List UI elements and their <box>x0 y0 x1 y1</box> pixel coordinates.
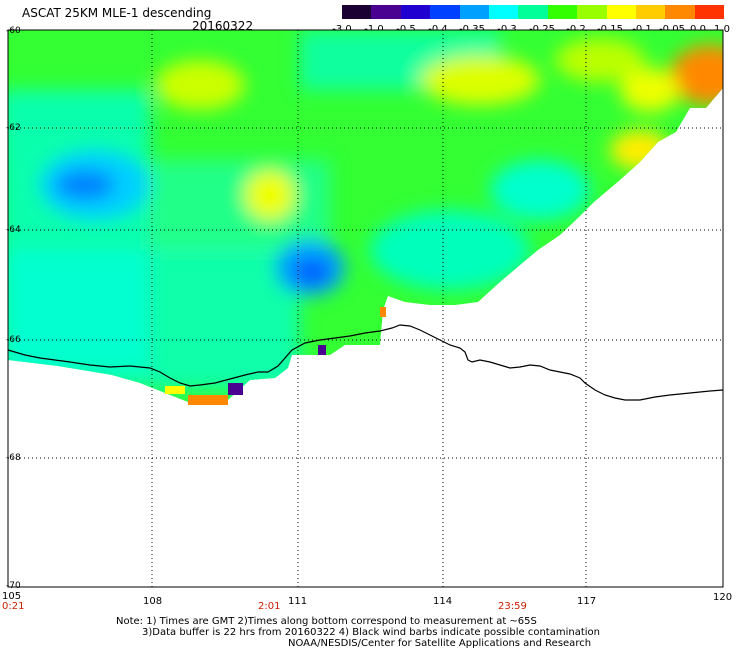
colorbar-swatch <box>606 5 636 19</box>
colorbar-swatch <box>342 5 372 19</box>
colorbar-swatch <box>518 5 548 19</box>
time-label: 2:01 <box>258 601 281 612</box>
y-tick-label: -64 <box>6 225 21 235</box>
high-value-pixel <box>380 307 386 317</box>
colorbar-swatch <box>400 5 431 19</box>
x-tick-label: 117 <box>577 596 597 607</box>
footnote-line-2: 3)Data buffer is 22 hrs from 20160322 4)… <box>142 627 600 638</box>
x-tick-label: 105 <box>2 591 22 602</box>
colorbar-swatch <box>459 5 489 19</box>
coastline <box>7 324 724 401</box>
colorbar-swatch <box>547 5 578 19</box>
colorbar-swatch <box>371 5 401 19</box>
time-label: 0:21 <box>2 601 25 612</box>
map-frame <box>7 29 724 588</box>
mid-value-pixel <box>165 386 185 394</box>
x-tick-label: 111 <box>288 596 308 607</box>
colorbar-swatch <box>577 5 607 19</box>
y-tick-label: -70 <box>6 581 21 591</box>
low-value-pixel <box>318 345 326 355</box>
low-value-pixel <box>228 383 243 395</box>
colorbar-swatch <box>694 5 725 19</box>
colorbar-swatch <box>665 5 695 19</box>
y-tick-label: -62 <box>6 123 21 133</box>
product-title: ASCAT 25KM MLE-1 descending <box>22 6 212 20</box>
graticule <box>8 30 723 587</box>
colorbar-swatch <box>635 5 666 19</box>
time-label: 23:59 <box>498 601 527 612</box>
colorbar-swatch <box>488 5 519 19</box>
y-tick-label: -68 <box>6 453 21 463</box>
y-tick-label: -66 <box>6 335 21 345</box>
footnote-line-1: Note: 1) Times are GMT 2)Times along bot… <box>116 616 537 627</box>
colorbar-swatch <box>430 5 460 19</box>
x-tick-label: 108 <box>143 596 163 607</box>
y-tick-label: -60 <box>6 26 21 36</box>
colorbar <box>342 5 725 19</box>
high-value-pixel <box>188 395 228 405</box>
x-tick-label: 114 <box>433 596 453 607</box>
x-tick-label: 120 <box>713 592 733 603</box>
footnote-line-3: NOAA/NESDIS/Center for Satellite Applica… <box>288 638 592 649</box>
